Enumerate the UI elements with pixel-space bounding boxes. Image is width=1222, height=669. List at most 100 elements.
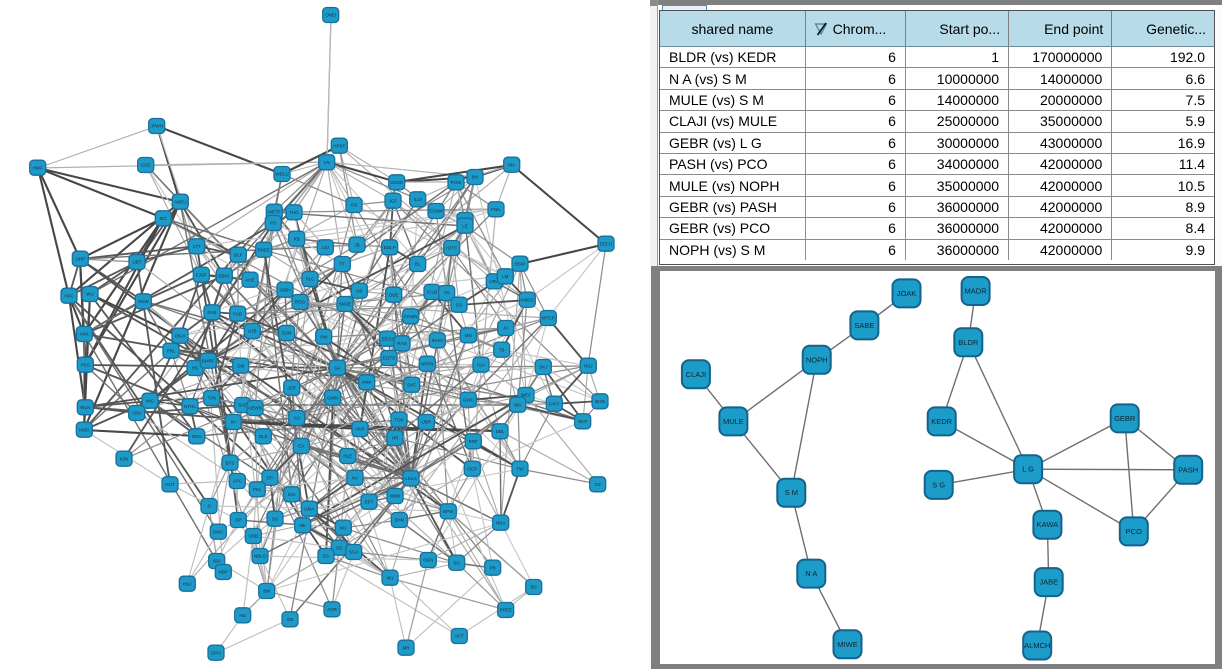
svg-text:PS: PS xyxy=(270,221,276,226)
svg-text:UBR: UBR xyxy=(422,420,432,425)
svg-text:JB: JB xyxy=(354,242,359,247)
svg-text:ING: ING xyxy=(146,398,155,403)
svg-text:NCP: NCP xyxy=(578,419,588,424)
svg-text:CLAJI: CLAJI xyxy=(686,370,706,379)
svg-text:AKK: AKK xyxy=(80,332,89,337)
svg-text:OGN: OGN xyxy=(423,558,433,563)
svg-text:APC: APC xyxy=(233,479,243,484)
svg-text:BPW: BPW xyxy=(443,509,454,514)
svg-text:IOA: IOA xyxy=(288,492,296,497)
svg-text:JGF: JGF xyxy=(389,198,398,203)
svg-text:METP: METP xyxy=(268,209,281,214)
svg-text:NA: NA xyxy=(352,475,358,480)
svg-text:GA: GA xyxy=(334,365,341,370)
svg-text:PM: PM xyxy=(320,334,327,339)
svg-text:MULE: MULE xyxy=(723,417,744,426)
svg-text:LE: LE xyxy=(462,223,468,228)
svg-text:IGBH: IGBH xyxy=(279,287,290,292)
svg-text:HG: HG xyxy=(239,613,246,618)
svg-text:DPO: DPO xyxy=(211,650,221,655)
svg-text:ES: ES xyxy=(323,554,329,559)
svg-text:JJU: JJU xyxy=(321,245,329,250)
svg-text:TR: TR xyxy=(444,291,451,296)
svg-text:MA: MA xyxy=(508,162,515,167)
svg-text:SKJ: SKJ xyxy=(539,365,547,370)
svg-text:UMA: UMA xyxy=(304,506,314,511)
svg-text:ROG: ROG xyxy=(295,300,306,305)
svg-text:TW: TW xyxy=(517,466,525,471)
svg-text:HIJT: HIJT xyxy=(165,482,175,487)
svg-text:HWF: HWF xyxy=(33,165,43,170)
svg-text:PB: PB xyxy=(490,565,496,570)
svg-text:NFPN: NFPN xyxy=(421,361,433,366)
svg-text:LTT: LTT xyxy=(193,244,201,249)
svg-text:EP: EP xyxy=(267,475,273,480)
svg-text:DP: DP xyxy=(235,518,241,523)
svg-text:MIWE: MIWE xyxy=(837,640,857,649)
svg-text:JA: JA xyxy=(503,326,508,331)
svg-text:HKR: HKR xyxy=(355,427,365,432)
svg-text:RNEE: RNEE xyxy=(257,247,270,252)
svg-text:MADR: MADR xyxy=(965,287,988,296)
svg-text:S G: S G xyxy=(932,480,945,489)
svg-text:OCP: OCP xyxy=(467,466,477,471)
svg-text:CKWN: CKWN xyxy=(404,314,418,319)
svg-text:FAFF: FAFF xyxy=(549,401,560,406)
svg-text:JOAK: JOAK xyxy=(897,289,917,298)
svg-text:KB: KB xyxy=(294,236,300,241)
svg-text:LM: LM xyxy=(502,274,509,279)
svg-text:DBL: DBL xyxy=(496,429,505,434)
svg-text:BTS: BTS xyxy=(226,460,235,465)
svg-text:EEFU: EEFU xyxy=(600,241,612,246)
svg-text:BM: BM xyxy=(263,589,270,594)
svg-text:JFWH: JFWH xyxy=(150,124,163,129)
svg-text:UEWB: UEWB xyxy=(248,406,262,411)
svg-text:NBLG: NBLG xyxy=(254,554,267,559)
svg-text:BLDR: BLDR xyxy=(958,338,979,347)
svg-text:WNB: WNB xyxy=(390,494,401,499)
svg-text:JCP: JCP xyxy=(287,385,296,390)
svg-text:UHP: UHP xyxy=(76,256,86,261)
svg-text:CO: CO xyxy=(456,302,463,307)
svg-text:WEC: WEC xyxy=(521,393,532,398)
svg-text:TOK: TOK xyxy=(394,417,403,422)
svg-text:LN: LN xyxy=(324,160,330,165)
svg-text:AU: AU xyxy=(294,416,300,421)
svg-text:ICLB: ICLB xyxy=(427,290,437,295)
svg-text:MN: MN xyxy=(465,333,472,338)
svg-text:UJB: UJB xyxy=(248,329,257,334)
svg-text:KAWA: KAWA xyxy=(1037,520,1059,529)
svg-text:DLF: DLF xyxy=(234,252,243,257)
svg-text:GWN: GWN xyxy=(327,395,338,400)
svg-text:GB: GB xyxy=(287,617,294,622)
svg-text:UBT: UBT xyxy=(133,260,142,265)
svg-text:ILOI: ILOI xyxy=(413,197,422,202)
svg-text:KMO: KMO xyxy=(79,427,90,432)
svg-text:PSS: PSS xyxy=(81,362,90,367)
svg-text:EA: EA xyxy=(298,444,304,449)
svg-text:SHM: SHM xyxy=(394,518,404,523)
svg-text:USB: USB xyxy=(249,534,258,539)
svg-text:EFT: EFT xyxy=(365,499,374,504)
svg-text:TT: TT xyxy=(340,262,346,267)
svg-text:NJN: NJN xyxy=(120,456,129,461)
svg-text:WU: WU xyxy=(86,292,94,297)
svg-text:WDLU: WDLU xyxy=(275,172,288,177)
svg-text:KMDG: KMDG xyxy=(521,297,535,302)
svg-text:AHE: AHE xyxy=(245,277,254,282)
svg-text:AFT: AFT xyxy=(455,634,464,639)
svg-text:MTCP: MTCP xyxy=(542,316,555,321)
svg-text:PLC: PLC xyxy=(306,277,316,282)
svg-text:MJ: MJ xyxy=(340,525,346,530)
svg-text:ONEI: ONEI xyxy=(325,13,336,18)
svg-text:WJG: WJG xyxy=(192,434,202,439)
svg-text:HUJ: HUJ xyxy=(183,581,192,586)
svg-text:WG: WG xyxy=(514,402,522,407)
svg-text:DAT: DAT xyxy=(407,382,416,387)
svg-text:SAE: SAE xyxy=(238,403,247,408)
svg-text:ECNW: ECNW xyxy=(429,209,444,214)
svg-text:DLE: DLE xyxy=(259,434,268,439)
svg-text:THG: THG xyxy=(289,210,299,215)
svg-text:DNJI: DNJI xyxy=(175,333,185,338)
svg-text:PREE: PREE xyxy=(500,608,512,613)
